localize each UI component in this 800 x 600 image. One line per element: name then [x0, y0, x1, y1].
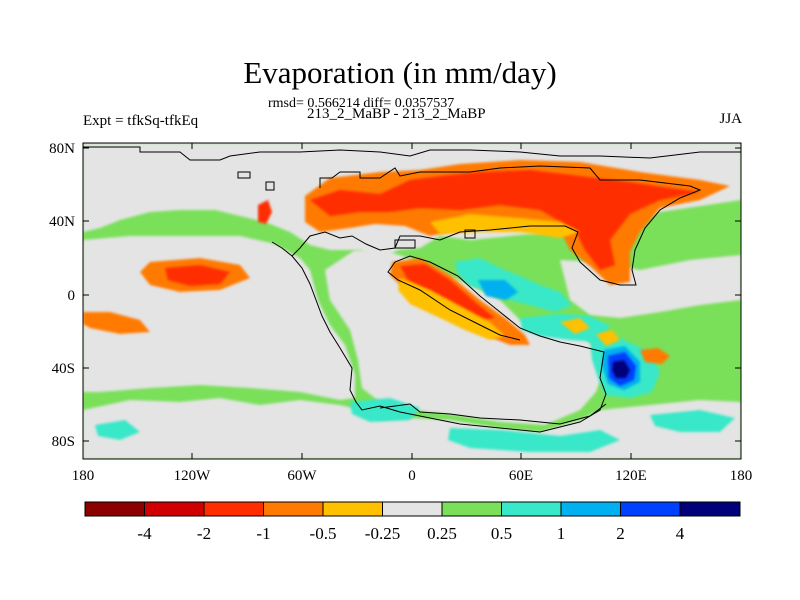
cyan-south-ocean-2 [448, 428, 620, 452]
lon-label: 120E [615, 468, 647, 484]
axis-ticks [82, 143, 742, 459]
lat-label: 40N [49, 214, 75, 230]
cyan-south-ocean-1 [350, 398, 420, 422]
coast-north-america [291, 165, 702, 433]
coast-ne-asia [394, 239, 416, 249]
coast-japan [464, 229, 476, 239]
coast-greenland-box [237, 171, 251, 179]
colorbar [84, 501, 741, 517]
lon-label: 0 [408, 468, 416, 484]
coastlines [83, 146, 741, 433]
coast-iceland [265, 181, 275, 191]
runs-line: 213_2_MaBP - 213_2_MaBP [307, 106, 486, 122]
colorbar-label: -0.5 [310, 524, 337, 543]
yellow-australia-west [596, 330, 620, 346]
cyan-indian-ocean [455, 258, 572, 312]
lat-label: 80N [49, 141, 75, 157]
colorbar-swatch [441, 501, 502, 517]
stats-line: rmsd= 0.566214 diff= 0.0357537 [268, 96, 455, 111]
cyan-southwest [95, 420, 140, 440]
evaporation-field [83, 143, 741, 459]
colorbar-swatch [620, 501, 681, 517]
plot-title: Evaporation (in mm/day) [243, 55, 557, 90]
colorbar-label: 4 [676, 524, 685, 543]
colorbar-labels: -4 -2 -1 -0.5 -0.25 0.25 0.5 1 2 4 [137, 524, 684, 543]
gray-field-africa [325, 250, 604, 425]
lat-label: 40S [52, 361, 75, 377]
colorbar-label: -1 [256, 524, 270, 543]
navy-australia-core [612, 360, 630, 378]
colorbar-label: 0.5 [491, 524, 512, 543]
red-north-core [310, 170, 700, 270]
colorbar-label: 0.25 [427, 524, 457, 543]
lat-labels: 80N 40N 0 40S 80S [49, 141, 75, 450]
colorbar-label: -2 [197, 524, 211, 543]
lon-label: 60W [287, 468, 317, 484]
colorbar-swatch [203, 501, 264, 517]
coast-rockies [271, 241, 293, 257]
lat-label: 0 [68, 288, 76, 304]
red-greenland [258, 200, 272, 224]
colorbar-swatch [382, 501, 443, 517]
cyan-south-indian [520, 314, 610, 342]
lon-label: 120W [174, 468, 212, 484]
orange-australia-east [640, 348, 670, 364]
colorbar-label: 1 [557, 524, 566, 543]
yellow-eq-west [560, 318, 590, 334]
lat-label: 80S [52, 434, 75, 450]
colorbar-swatch [263, 501, 324, 517]
colorbar-label: 2 [616, 524, 625, 543]
red-africa-core [400, 264, 495, 320]
cyan-south-ocean-3 [650, 410, 735, 432]
colorbar-swatch [679, 501, 741, 517]
colorbar-swatch [560, 501, 621, 517]
lon-label: 180 [730, 468, 753, 484]
colorbar-swatch [501, 501, 562, 517]
colorbar-label: -4 [137, 524, 152, 543]
season-label: JJA [719, 111, 742, 127]
coast-arctic-north [83, 146, 741, 161]
colorbar-swatch [84, 501, 145, 517]
lon-label: 180 [72, 468, 95, 484]
gray-field-eq [200, 304, 310, 342]
lon-labels: 180 120W 60W 0 60E 120E 180 [72, 468, 753, 484]
colorbar-swatch [144, 501, 205, 517]
lon-label: 60E [509, 468, 533, 484]
blue-indian-ocean [478, 280, 518, 300]
experiment-label: Expt = tfkSq-tfkEq [83, 113, 199, 129]
red-east-pacific [165, 265, 230, 286]
colorbar-label: -0.25 [365, 524, 400, 543]
orange-southwest [83, 312, 150, 334]
colorbar-swatch [322, 501, 383, 517]
coast-south-ocean [379, 403, 607, 425]
